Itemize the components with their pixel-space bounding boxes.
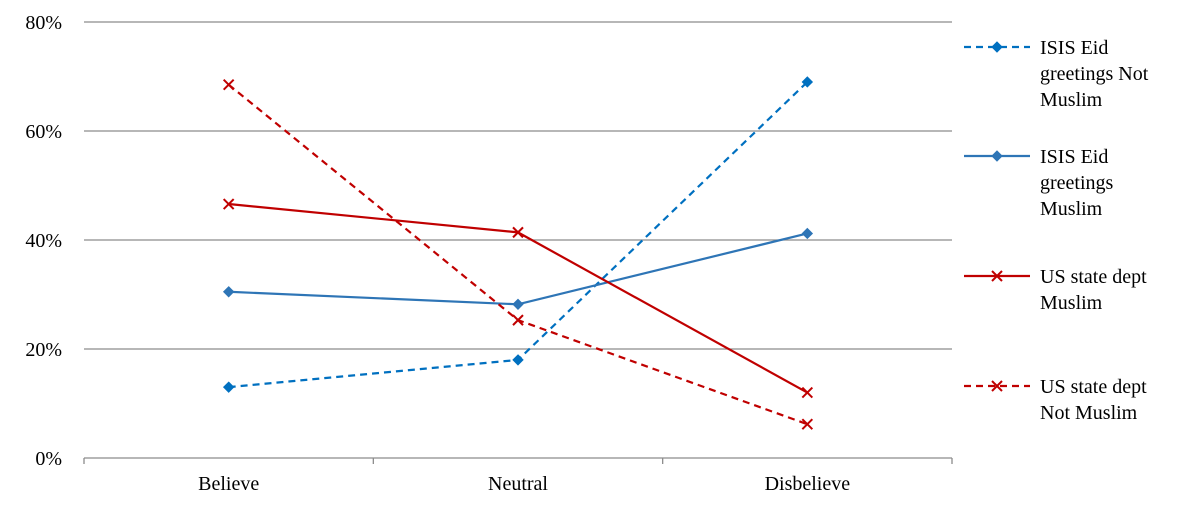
x-marker [222,78,235,91]
x-marker [801,418,814,430]
diamond-marker [801,227,814,240]
legend-label: ISIS Eid [1040,146,1108,168]
x-tick-label: Believe [198,473,259,495]
diamond-marker [801,76,814,88]
series-0 [222,76,814,393]
y-tick-label: 80% [25,12,62,34]
series-3 [222,78,814,430]
legend-entry: US state dept Muslim [964,266,1147,314]
series-2 [222,198,814,399]
y-tick-label: 60% [25,121,62,143]
y-tick-label: 0% [35,448,62,470]
x-tick-label: Neutral [488,473,548,495]
x-marker [512,314,524,326]
legend-label: Muslim [1040,292,1103,314]
axes: 0% 20% 40% 60% 80% Believe Neutral Disbelieve [25,12,953,495]
legend-label: US state dept [1040,266,1147,288]
diamond-marker [991,150,1003,162]
diamond-marker [222,381,235,393]
y-tick-label: 40% [25,230,62,252]
legend-entry: ISIS Eid greetings Not Muslim [964,37,1149,111]
series-line [228,232,808,306]
x-marker [222,198,235,210]
legend-label: Muslim [1040,89,1103,111]
x-marker [991,270,1003,282]
legend-entry: US state dept Not Muslim [964,376,1147,424]
legend-label: Not Muslim [1040,402,1138,424]
legend-label: greetings [1040,172,1114,194]
x-marker [991,380,1003,392]
y-tick-label: 20% [25,339,62,361]
legend-entry: ISIS Eid greetings Muslim [964,146,1114,220]
x-marker [801,386,814,399]
series-lines [222,76,814,430]
series-1 [222,227,814,311]
diamond-marker [991,41,1003,53]
legend-label: Muslim [1040,198,1103,220]
legend-label: greetings Not [1040,63,1149,85]
gridlines [84,21,952,350]
x-marker [512,226,524,239]
diamond-marker [512,354,524,366]
legend-label: US state dept [1040,376,1147,398]
diamond-marker [512,298,524,311]
diamond-marker [222,286,235,298]
series-line [228,81,809,389]
x-tick-label: Disbelieve [765,473,851,495]
legend-label: ISIS Eid [1040,37,1108,59]
legend: ISIS Eid greetings Not Muslim ISIS Eid greet… [964,37,1149,424]
